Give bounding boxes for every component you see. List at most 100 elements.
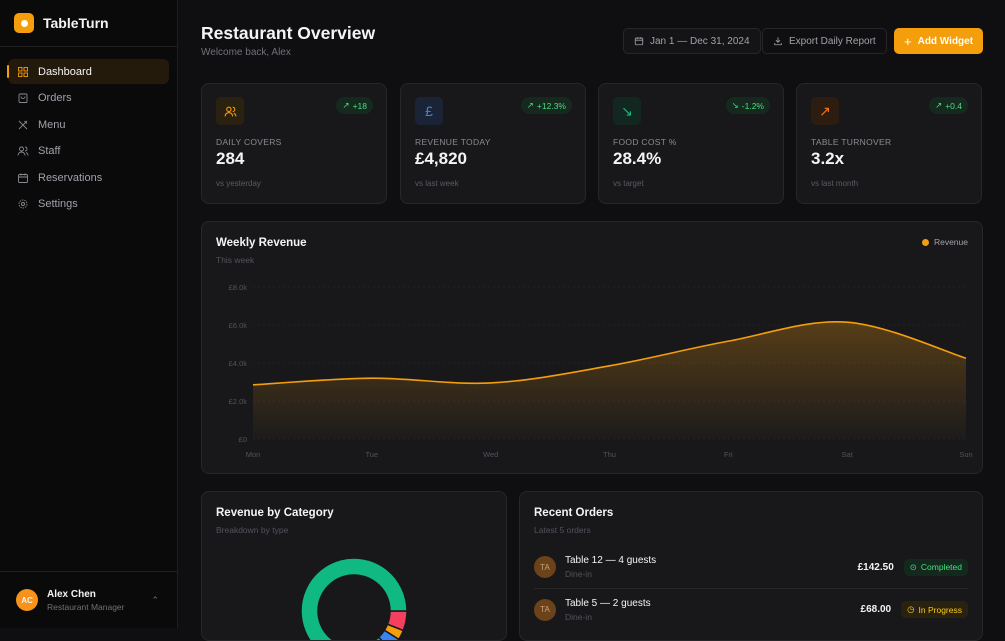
order-row[interactable]: TA Table 12 — 4 guests Dine-in £142.50 ⊙ C… [534, 546, 968, 589]
kpi-label: TABLE TURNOVER [811, 137, 892, 147]
bag-icon [18, 93, 28, 103]
kpi-comparison: vs yesterday [216, 179, 261, 188]
export-report-button[interactable]: Export Daily Report [762, 28, 887, 54]
kpi-label: DAILY COVERS [216, 137, 282, 147]
category-subtitle: Breakdown by type [216, 525, 289, 535]
export-label: Export Daily Report [789, 35, 876, 47]
trend-icon: ↘ [731, 100, 739, 110]
y-tick-label: £0 [239, 435, 247, 444]
y-tick-label: £4.0k [229, 359, 248, 368]
check-circle-icon: ⊙ [909, 561, 917, 572]
trend-icon: ↗ [342, 100, 350, 110]
add-widget-button[interactable]: + Add Widget [894, 28, 984, 54]
sidebar-item-dashboard[interactable]: Dashboard [7, 59, 169, 84]
data-point[interactable] [963, 355, 969, 361]
sidebar-item-orders[interactable]: Orders [8, 86, 169, 111]
user-name: Alex Chen [47, 588, 96, 600]
page-subtitle: Welcome back, Alex [201, 47, 291, 58]
grid-icon [18, 66, 28, 77]
page-title: Restaurant Overview [201, 23, 376, 43]
kpi-comparison: vs last month [811, 179, 859, 188]
kpi-card: £ ↗ +12.3% REVENUE TODAY £4,820 vs last w… [400, 83, 586, 204]
order-type: Dine-in [565, 611, 592, 622]
category-title: Revenue by Category [216, 507, 334, 519]
delta-badge: ↘ -1.2% [725, 97, 770, 114]
clock-icon: ◷ [907, 604, 915, 614]
calendar-icon [18, 173, 28, 183]
data-point[interactable] [607, 363, 613, 369]
y-tick-label: £2.0k [229, 397, 248, 406]
status-label: Completed [920, 562, 962, 572]
trend-icon: ↗ [526, 100, 534, 110]
brand: TableTurn [0, 0, 177, 47]
date-range-label: Jan 1 — Dec 31, 2024 [650, 35, 750, 47]
logo-icon [14, 13, 34, 33]
x-tick-label: Tue [366, 450, 379, 459]
revenue-area [253, 321, 966, 439]
sidebar-item-label: Dashboard [38, 65, 92, 78]
sidebar-item-settings[interactable]: Settings [8, 192, 169, 217]
orders-subtitle: Latest 5 orders [534, 525, 591, 535]
x-tick-label: Sun [959, 450, 972, 459]
sidebar-item-staff[interactable]: Staff [8, 139, 169, 164]
kpi-value: 284 [216, 149, 245, 168]
sidebar-item-reservations[interactable]: Reservations [8, 165, 169, 190]
sidebar-nav: Dashboard Orders Menu Staff Reservations… [0, 47, 177, 230]
category-donut-chart [300, 557, 408, 641]
download-icon [774, 37, 782, 46]
revenue-area-chart: £0 £2.0k £4.0k £6.0k £8.0k Mon Tue Wed Thu Fri Sat… [229, 283, 973, 459]
chart-legend: Revenue [921, 237, 968, 247]
trend-up-icon: ↗ [811, 97, 839, 125]
users-icon [17, 146, 29, 156]
sidebar-item-label: Staff [38, 145, 61, 157]
delta-value: +18 [352, 100, 367, 111]
kpi-comparison: vs target [613, 179, 644, 188]
kpi-card: ↗ +18 DAILY COVERS 284 vs yesterday [201, 83, 387, 204]
brand-name: TableTurn [43, 15, 109, 31]
users-icon [216, 97, 244, 125]
sidebar-item-label: Reservations [38, 171, 103, 184]
order-amount: £142.50 [857, 561, 894, 573]
order-row[interactable]: TA Table 5 — 2 guests Dine-in £68.00 ◷ In … [534, 588, 968, 631]
sidebar-item-label: Settings [38, 198, 78, 210]
chart-subtitle: This week [216, 255, 255, 265]
weekly-revenue-card: Weekly Revenue This week Revenue £0 £2.0k… [201, 221, 983, 474]
revenue-category-card: Revenue by Category Breakdown by type [201, 491, 507, 641]
donut-segment[interactable] [300, 557, 408, 641]
sidebar: TableTurn Dashboard Orders Menu Staff Re… [0, 0, 178, 628]
avatar: AC [16, 589, 38, 611]
order-type: Dine-in [565, 569, 592, 579]
x-tick-label: Mon [246, 450, 261, 459]
delta-badge: ↗ +18 [336, 97, 373, 114]
gear-icon [18, 199, 28, 209]
y-tick-label: £8.0k [229, 283, 248, 292]
pound-icon: £ [415, 97, 443, 125]
order-avatar: TA [534, 598, 556, 621]
x-tick-label: Wed [483, 450, 498, 459]
delta-badge: ↗ +0.4 [929, 97, 968, 114]
chevron-up-icon[interactable]: ⌃ [151, 594, 159, 605]
delta-value: -1.2% [741, 100, 764, 111]
data-point[interactable] [725, 338, 731, 344]
kpi-value: £4,820 [415, 149, 467, 168]
user-profile[interactable]: AC Alex Chen Restaurant Manager ⌃ [0, 571, 177, 628]
data-point[interactable] [844, 319, 850, 325]
y-tick-label: £6.0k [229, 321, 248, 330]
data-point[interactable] [369, 375, 375, 381]
kpi-comparison: vs last week [415, 179, 459, 188]
plus-icon: + [904, 33, 912, 49]
data-point[interactable] [250, 382, 256, 388]
recent-orders-card: Recent Orders Latest 5 orders TA Table 1… [519, 491, 983, 641]
data-point[interactable] [488, 380, 494, 386]
legend-label: Revenue [933, 237, 968, 247]
kpi-card: ↗ ↗ +0.4 TABLE TURNOVER 3.2x vs last mont… [796, 83, 982, 204]
order-avatar: TA [534, 556, 556, 578]
trend-icon: ↗ [935, 100, 943, 110]
calendar-icon [634, 37, 644, 46]
chart-title: Weekly Revenue [216, 237, 307, 249]
delta-value: +12.3% [536, 100, 566, 111]
date-range-button[interactable]: Jan 1 — Dec 31, 2024 [623, 28, 761, 54]
sidebar-item-menu[interactable]: Menu [8, 112, 169, 137]
sidebar-item-label: Orders [38, 92, 72, 104]
status-badge: ◷ In Progress [901, 601, 968, 618]
